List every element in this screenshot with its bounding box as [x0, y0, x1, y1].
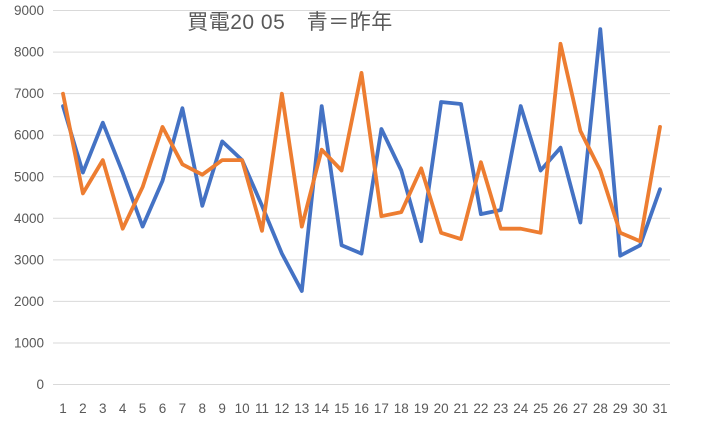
x-axis-label-20: 20 [434, 401, 449, 416]
y-axis-label-7000: 7000 [14, 86, 44, 101]
x-axis-label-6: 6 [159, 401, 167, 416]
x-axis-label-2: 2 [79, 401, 87, 416]
x-axis-label-21: 21 [454, 401, 469, 416]
y-axis-label-2000: 2000 [14, 294, 44, 309]
x-axis-label-19: 19 [414, 401, 429, 416]
x-axis-label-8: 8 [199, 401, 207, 416]
x-axis-label-9: 9 [218, 401, 226, 416]
series-line-this-year-orange[interactable] [61, 41, 662, 244]
x-axis-label-13: 13 [294, 401, 309, 416]
chart-title: 買電20 05 青＝昨年 [187, 11, 393, 34]
x-axis-label-10: 10 [235, 401, 250, 416]
x-axis-label-15: 15 [334, 401, 349, 416]
x-axis-label-25: 25 [533, 401, 548, 416]
y-axis-label-0: 0 [36, 377, 44, 392]
y-axis-label-6000: 6000 [14, 128, 44, 143]
x-axis-label-27: 27 [573, 401, 588, 416]
y-axis-label-3000: 3000 [14, 252, 44, 267]
x-axis-label-11: 11 [255, 401, 269, 416]
x-axis-label-3: 3 [99, 401, 107, 416]
x-axis-label-14: 14 [314, 401, 330, 416]
x-axis-label-31: 31 [653, 401, 668, 416]
x-axis-label-26: 26 [553, 401, 568, 416]
x-axis-label-17: 17 [374, 401, 389, 416]
x-axis-label-16: 16 [354, 401, 369, 416]
x-axis-label-30: 30 [633, 401, 648, 416]
y-axis-label-8000: 8000 [14, 45, 44, 60]
x-axis-label-7: 7 [179, 401, 187, 416]
y-axis-label-4000: 4000 [14, 211, 44, 226]
x-axis-label-23: 23 [493, 401, 508, 416]
x-axis-label-28: 28 [593, 401, 608, 416]
x-axis-label-18: 18 [394, 401, 409, 416]
series-line-last-year-blue[interactable] [61, 27, 662, 293]
y-axis-label-5000: 5000 [14, 169, 44, 184]
x-axis-label-29: 29 [613, 401, 628, 416]
x-axis-label-1: 1 [59, 401, 67, 416]
y-axis-label-9000: 9000 [14, 3, 44, 18]
x-axis-label-5: 5 [139, 401, 147, 416]
x-axis-label-24: 24 [513, 401, 529, 416]
y-axis-label-1000: 1000 [14, 335, 44, 350]
x-axis-label-22: 22 [473, 401, 488, 416]
x-axis-label-12: 12 [274, 401, 289, 416]
x-axis-label-4: 4 [119, 401, 127, 416]
